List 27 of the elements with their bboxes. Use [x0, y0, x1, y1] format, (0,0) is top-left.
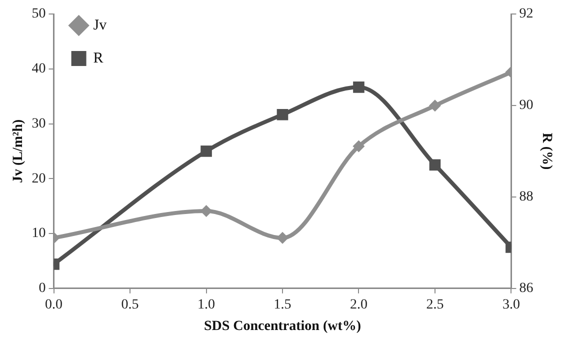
legend-label: R: [93, 50, 104, 66]
point: [200, 146, 212, 157]
y2-tick-label: 90: [519, 98, 534, 114]
point: [276, 232, 288, 244]
y2-axis-title: R (%): [538, 132, 554, 170]
legend-label: Jv: [93, 17, 108, 34]
y2-tick-label: 92: [519, 6, 534, 22]
x-tick-label: 1.5: [274, 297, 292, 312]
y-tick-label: 50: [32, 6, 46, 22]
y-tick-label: 20: [32, 171, 46, 186]
x-tick-label: 1.0: [198, 297, 216, 312]
point: [353, 82, 364, 93]
x-tick-label: 2.5: [426, 297, 444, 312]
y-tick-label: 0: [38, 281, 46, 296]
x-tick-label: 3.0: [502, 297, 520, 312]
x-tick-label: 0.0: [45, 297, 63, 312]
y-tick-label: 40: [32, 62, 46, 77]
y2-tick-label: 88: [519, 190, 534, 205]
point: [276, 108, 288, 120]
y-tick-label: 10: [32, 226, 46, 242]
x-tick-label: 2.0: [350, 297, 368, 312]
x-axis-title: SDS Concentration (wt%): [204, 319, 362, 334]
y-tick-label: 30: [32, 116, 46, 132]
x-tick-label: 0.5: [121, 297, 139, 312]
y2-tick-label: 86: [519, 281, 534, 296]
y-axis-title: Jv (L/m²h): [11, 119, 26, 184]
point: [352, 140, 365, 152]
